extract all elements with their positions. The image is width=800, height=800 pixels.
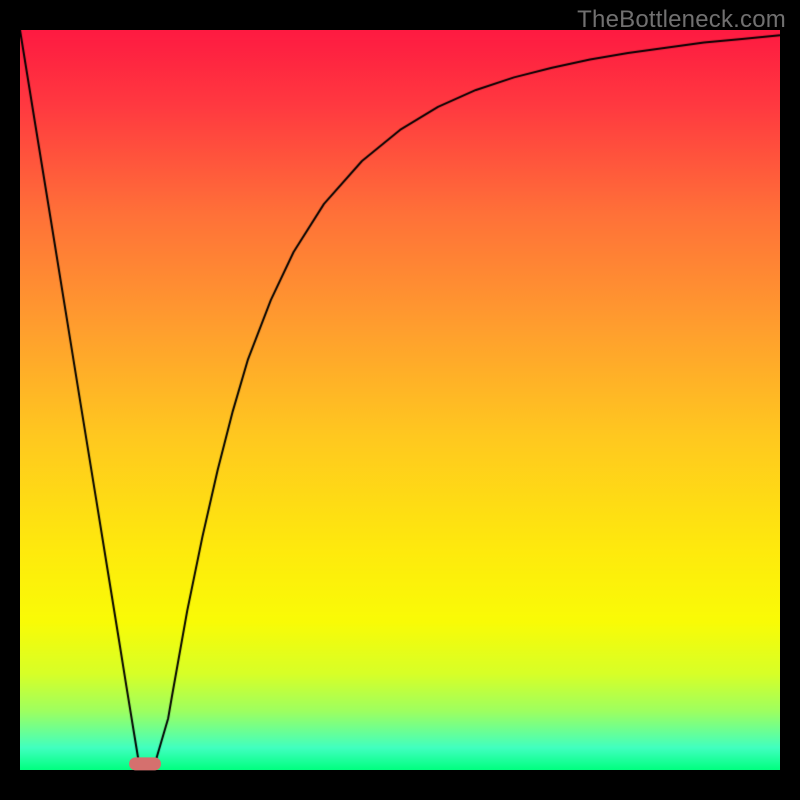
watermark-text: TheBottleneck.com (577, 6, 786, 34)
chart-canvas (20, 30, 780, 770)
minimum-marker (129, 757, 161, 770)
plot-area (20, 30, 780, 770)
chart-frame: TheBottleneck.com (0, 0, 800, 800)
